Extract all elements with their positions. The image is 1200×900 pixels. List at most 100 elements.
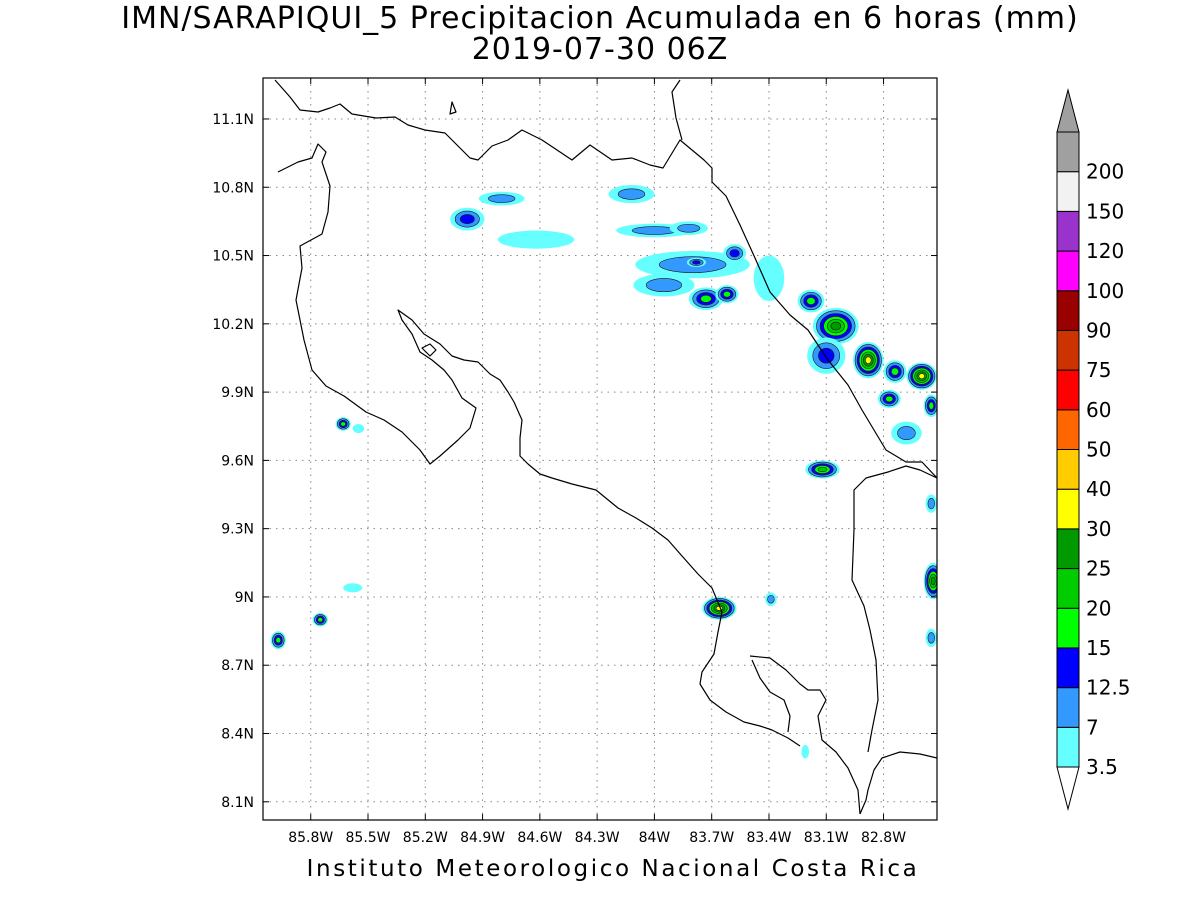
colorbar-label: 120	[1086, 239, 1124, 263]
lat-tick-label: 8.1N	[221, 795, 254, 811]
colorbar-label: 50	[1086, 438, 1111, 462]
rain-cell	[335, 417, 351, 431]
rain-cell	[925, 628, 937, 648]
rain-cell	[497, 230, 575, 249]
colorbar-label: 40	[1086, 477, 1111, 501]
contour-band	[817, 466, 828, 473]
rain-cell	[450, 207, 485, 231]
rain-cell	[343, 583, 363, 593]
map-title: IMN/SARAPIQUI_5 Precipitacion Acumulada …	[121, 1, 1079, 36]
colorbar-swatch	[1056, 607, 1080, 649]
rain-cell	[805, 460, 840, 479]
graticule-grid	[263, 78, 937, 820]
west-coast-nicoya	[277, 143, 801, 747]
colorbar-label: 25	[1086, 557, 1111, 581]
rain-cell	[852, 342, 884, 379]
colorbar-swatch	[1056, 488, 1080, 530]
rain-cell	[797, 289, 825, 313]
colorbar-label: 100	[1086, 279, 1124, 303]
rain-cell	[478, 191, 525, 206]
rain-cell	[925, 494, 937, 513]
contour-band	[818, 347, 835, 364]
colorbar-swatch	[1056, 210, 1080, 252]
lon-tick-label: 83.1W	[804, 830, 849, 846]
footer-credit: Instituto Meteorologico Nacional Costa R…	[306, 856, 920, 882]
lon-tick-label: 84.6W	[517, 830, 562, 846]
colorbar-label: 150	[1086, 199, 1124, 223]
rain-cell	[923, 562, 937, 600]
colorbar-swatch	[1056, 528, 1080, 570]
contour-band	[677, 223, 701, 233]
rain-cell	[906, 362, 937, 390]
colorbar-swatch	[1056, 250, 1080, 292]
contour-band	[885, 395, 894, 403]
colorbar-swatch	[1056, 290, 1080, 331]
contour-band	[700, 294, 712, 303]
lon-tick-label: 82.8W	[861, 830, 906, 846]
contour-band	[352, 423, 365, 434]
rain-cell	[686, 257, 706, 267]
contour-band	[275, 636, 282, 644]
contour-band	[340, 421, 346, 427]
contour-band	[897, 426, 916, 441]
rain-cell	[807, 337, 846, 374]
contour-band	[488, 194, 516, 203]
rain-cell	[723, 244, 747, 263]
colorbar-label: 15	[1086, 636, 1111, 660]
colorbar-high-cap	[1056, 88, 1080, 133]
contour-band	[927, 632, 935, 644]
rain-cell	[801, 744, 810, 759]
rain-cell	[608, 184, 655, 204]
colorbar-label: 75	[1086, 358, 1111, 382]
rain-cell	[891, 421, 922, 445]
colorbar-label: 60	[1086, 398, 1111, 422]
contour-band	[927, 498, 935, 510]
contour-band	[343, 583, 363, 593]
colorbar-label: 30	[1086, 517, 1111, 541]
colorbar-legend: 3.5 7 12.5 15 20 25 30 40 50 60 75 90 100 120 150 200	[1056, 88, 1131, 811]
contour-band	[753, 255, 785, 302]
north-coastline	[274, 79, 937, 479]
rain-cell	[688, 287, 724, 311]
lon-tick-label: 83.4W	[746, 830, 791, 846]
map-frame	[262, 77, 938, 821]
colorbar-swatch	[1056, 171, 1080, 212]
lon-tick-label: 84W	[639, 830, 671, 846]
colorbar-swatch	[1056, 647, 1080, 689]
contour-band	[692, 260, 701, 265]
lon-tick-label: 85.5W	[346, 830, 391, 846]
lon-tick-label: 83.7W	[689, 830, 734, 846]
contour-band	[617, 188, 646, 200]
lat-tick-label: 8.7N	[221, 658, 254, 674]
lon-tick-label: 85.8W	[288, 830, 333, 846]
rain-cell	[923, 394, 937, 418]
rain-cell	[270, 631, 286, 650]
lat-tick-label: 9.6N	[221, 453, 254, 469]
colorbar-label: 3.5	[1086, 755, 1118, 779]
rain-cell	[877, 389, 901, 409]
precipitation-field	[270, 184, 937, 759]
contour-band	[918, 373, 925, 380]
contour-band	[806, 297, 816, 305]
colorbar-swatch	[1056, 409, 1080, 450]
colorbar-swatch	[1056, 687, 1080, 728]
contour-band	[767, 594, 775, 604]
lat-tick-label: 9.3N	[221, 522, 254, 538]
lat-tick-label: 11.1N	[212, 112, 254, 128]
lat-tick-label: 9.9N	[221, 385, 254, 401]
rain-cell	[702, 596, 737, 620]
colorbar-swatch	[1056, 131, 1080, 173]
lat-tick-label: 10.5N	[212, 249, 254, 265]
contour-band	[930, 576, 936, 586]
lat-tick-label: 10.2N	[212, 317, 254, 333]
lon-tick-label: 84.9W	[460, 830, 505, 846]
rain-cell	[312, 612, 328, 627]
osa-golfo-dulce	[749, 655, 861, 815]
rain-cell	[765, 592, 777, 607]
rain-cell	[669, 221, 708, 236]
osa-inner	[751, 659, 791, 733]
lake-arenal	[421, 343, 437, 357]
axis-ticks: 85.8W 85.5W 85.2W 84.9W 84.6W 84.3W 84W 83.7W 83…	[212, 78, 937, 846]
lon-tick-label: 85.2W	[403, 830, 448, 846]
